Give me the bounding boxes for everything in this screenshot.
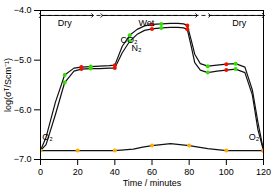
svg-text:−7.0: −7.0 — [14, 154, 32, 164]
svg-text:Time / minutes: Time / minutes — [123, 178, 182, 188]
svg-text:CO₂: CO₂ — [120, 34, 138, 45]
svg-text:−4.0: −4.0 — [14, 5, 32, 15]
svg-text:−6.0: −6.0 — [14, 105, 32, 115]
svg-text:20: 20 — [73, 167, 83, 177]
svg-text:Wet: Wet — [139, 18, 155, 28]
svg-text:80: 80 — [184, 167, 194, 177]
svg-text:60: 60 — [147, 167, 157, 177]
svg-text:40: 40 — [110, 167, 120, 177]
svg-text:O₂: O₂ — [249, 132, 260, 142]
svg-text:100: 100 — [219, 167, 234, 177]
svg-text:N₂: N₂ — [132, 43, 142, 53]
svg-text:Dry: Dry — [58, 18, 72, 28]
svg-text:O₂: O₂ — [42, 132, 53, 142]
svg-text:−5.0: −5.0 — [14, 55, 32, 65]
svg-text:0: 0 — [38, 167, 43, 177]
svg-text:log(σᵀ/Scm⁻¹): log(σᵀ/Scm⁻¹) — [3, 58, 13, 112]
svg-text:120: 120 — [256, 167, 271, 177]
svg-text:Dry: Dry — [232, 18, 246, 28]
